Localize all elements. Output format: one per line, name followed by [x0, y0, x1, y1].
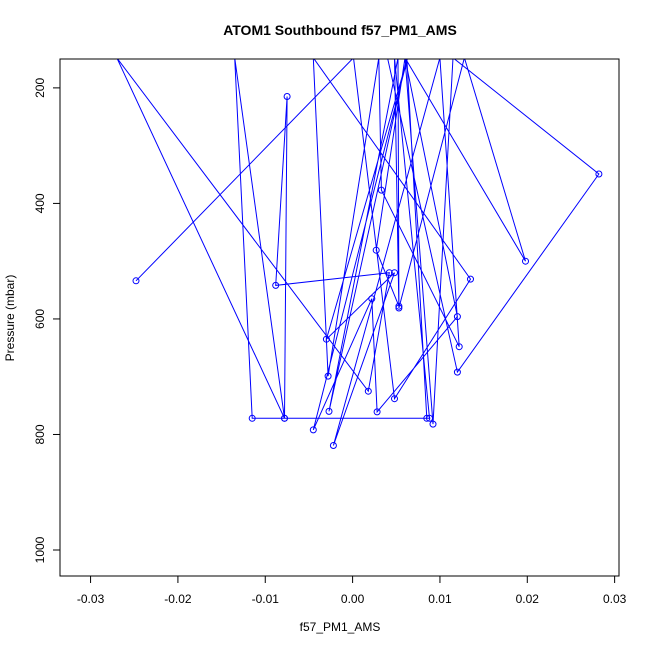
data-point: [423, 414, 431, 422]
x-tick-label: -0.01: [252, 592, 280, 606]
data-point: [309, 426, 317, 434]
data-point: [395, 304, 403, 312]
data-point: [453, 313, 461, 321]
y-tick-label: 800: [33, 424, 47, 444]
x-tick-label: 0.02: [516, 592, 540, 606]
data-point: [325, 407, 333, 415]
data-point: [281, 414, 288, 422]
data-point: [373, 408, 381, 416]
data-point: [426, 414, 433, 422]
data-point: [429, 420, 437, 428]
y-tick-label: 200: [33, 78, 47, 98]
data-point: [455, 343, 463, 351]
data-point: [453, 368, 461, 376]
y-tick-label: 400: [33, 193, 47, 213]
data-point: [372, 246, 380, 254]
data-point: [324, 372, 332, 380]
x-tick-label: 0.00: [341, 592, 365, 606]
series-layer: [116, 59, 603, 449]
x-tick-label: -0.03: [77, 592, 105, 606]
data-point: [522, 257, 529, 265]
x-axis: -0.03 -0.02 -0.01 0.00 0.01 0.02 0.03: [77, 575, 627, 606]
data-point: [283, 93, 291, 100]
data-point: [272, 281, 280, 289]
series-line: [116, 59, 600, 446]
y-axis-label: Pressure (mbar): [3, 275, 17, 362]
data-point: [391, 395, 398, 403]
x-tick-label: 0.01: [428, 592, 452, 606]
y-axis: 200 400 600 800 1000: [33, 78, 61, 563]
chart-title: ATOM1 Southbound f57_PM1_AMS: [223, 22, 457, 38]
data-point: [364, 387, 372, 395]
data-point: [377, 186, 385, 194]
data-point: [132, 277, 140, 285]
x-tick-label: 0.03: [603, 592, 627, 606]
data-point: [248, 414, 256, 422]
data-point: [329, 442, 337, 449]
data-point: [322, 335, 330, 343]
data-point: [595, 170, 603, 178]
data-point: [368, 295, 376, 303]
data-point: [385, 269, 393, 277]
data-point: [467, 275, 474, 283]
data-point: [391, 269, 398, 277]
y-tick-label: 600: [33, 309, 47, 329]
y-tick-label: 1000: [33, 536, 47, 563]
x-axis-label: f57_PM1_AMS: [300, 620, 381, 634]
x-tick-label: -0.02: [164, 592, 192, 606]
